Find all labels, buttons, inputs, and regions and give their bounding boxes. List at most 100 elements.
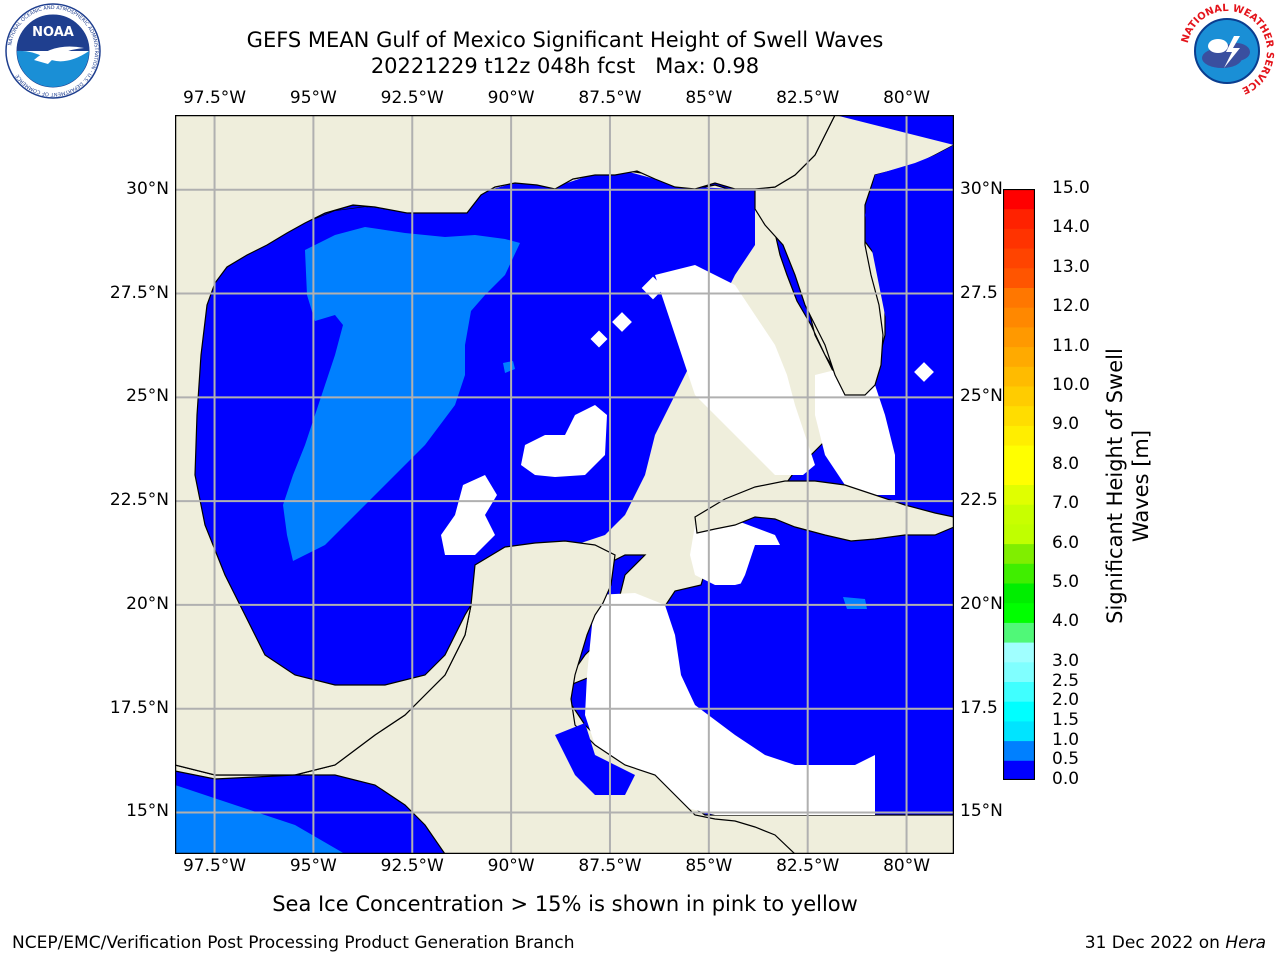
colorbar-tick-label: 14.0 <box>1052 217 1090 238</box>
lon-tick-label-bottom: 92.5°W <box>380 856 444 876</box>
pacific-water-mid-swell <box>175 785 345 854</box>
lat-tick-label-left: 20°N <box>126 593 169 614</box>
colorbar-segment <box>1003 464 1035 485</box>
lon-tick-label-top: 95°W <box>289 88 337 108</box>
map-title: GEFS MEAN Gulf of Mexico Significant Hei… <box>246 28 884 52</box>
colorbar-tick-label: 2.0 <box>1052 690 1080 711</box>
map-subtitle: 20221229 t12z 048h fcst Max: 0.98 <box>370 54 760 78</box>
no-data-area-yucatan-channel <box>441 475 497 555</box>
lat-tick-label-left: 30°N <box>126 178 169 199</box>
lon-tick-label-bottom: 82.5°W <box>776 856 840 876</box>
lon-tick-label-bottom: 87.5°W <box>578 856 642 876</box>
colorbar-segment <box>1003 523 1035 545</box>
footer-date-text: 31 Dec 2022 on <box>1084 933 1226 953</box>
colorbar-segment <box>1003 326 1035 348</box>
lat-tick-label-right: 25°N <box>960 386 1003 407</box>
colorbar-segment <box>1003 208 1035 229</box>
lon-tick-label-bottom: 97.5°W <box>182 856 247 876</box>
colorbar-tick-label: 8.0 <box>1052 453 1080 474</box>
no-data-area-caribbean <box>585 593 875 815</box>
colorbar-segment <box>1003 445 1035 466</box>
colorbar-tick-label: 7.0 <box>1052 493 1080 514</box>
colorbar-segment <box>1003 543 1035 564</box>
map-frame <box>175 115 954 854</box>
colorbar-tick-label: 4.0 <box>1052 611 1080 632</box>
colorbar-tick-label: 12.0 <box>1052 296 1090 317</box>
colorbar-tick-label: 1.0 <box>1052 729 1080 750</box>
colorbar-segment <box>1003 307 1035 328</box>
lon-tick-label-top: 87.5°W <box>578 88 642 108</box>
colorbar-segment <box>1003 386 1035 407</box>
colorbar-segment <box>1003 425 1035 446</box>
colorbar-title: Significant Height of Swell Waves [m] <box>1102 286 1154 686</box>
lat-tick-label-right: 27.5 <box>960 282 998 303</box>
colorbar-tick-label: 9.0 <box>1052 414 1080 435</box>
no-data-dot <box>914 362 934 382</box>
no-data-dot <box>590 330 608 348</box>
colorbar-tick-label: 10.0 <box>1052 375 1090 395</box>
colorbar-tick-label: 3.0 <box>1052 650 1080 671</box>
colorbar-tick-label: 6.0 <box>1052 532 1080 553</box>
colorbar-tick-label: 0.5 <box>1052 749 1080 770</box>
colorbar-tick-label: 13.0 <box>1052 256 1090 277</box>
lon-tick-label-top: 85°W <box>685 88 733 108</box>
lon-tick-label-top: 80°W <box>883 88 931 108</box>
colorbar-segment <box>1003 563 1035 584</box>
colorbar-segment <box>1003 583 1035 604</box>
colorbar-tick-label: 15.0 <box>1052 178 1090 198</box>
colorbar-segment <box>1003 701 1035 722</box>
lon-tick-label-top: 90°W <box>487 88 535 108</box>
colorbar <box>1003 189 1035 780</box>
lon-tick-label-top: 82.5°W <box>776 88 840 108</box>
colorbar-segment <box>1003 760 1035 780</box>
lat-tick-label-left: 17.5°N <box>109 697 169 718</box>
noaa-logo-text: NOAA <box>32 25 74 40</box>
lat-tick-label-right: 22.5 <box>960 490 998 511</box>
lat-tick-label-left: 22.5°N <box>109 490 169 511</box>
caribbean-water <box>735 545 954 725</box>
lon-tick-label-bottom: 95°W <box>289 856 337 876</box>
lon-tick-label-top: 97.5°W <box>182 88 247 108</box>
lon-tick-label-top: 92.5°W <box>380 88 444 108</box>
no-data-area-east <box>655 265 815 475</box>
lat-tick-label-right: 30°N <box>960 178 1003 199</box>
gulf-of-mexico-map <box>175 115 954 854</box>
lat-tick-label-left: 27.5°N <box>109 282 169 303</box>
colorbar-tick-label: 2.5 <box>1052 670 1080 691</box>
lat-tick-label-left: 15°N <box>126 801 169 822</box>
footer-credit: NCEP/EMC/Verification Post Processing Pr… <box>12 933 575 953</box>
sea-ice-note: Sea Ice Concentration > 15% is shown in … <box>272 892 858 916</box>
colorbar-segment <box>1003 504 1035 525</box>
atlantic-water <box>835 115 954 355</box>
footer-date: 31 Dec 2022 on Hera <box>1085 933 1266 953</box>
colorbar-segment <box>1003 622 1035 643</box>
colorbar-segment <box>1003 287 1035 308</box>
colorbar-segment <box>1003 681 1035 702</box>
colorbar-segment <box>1003 484 1035 505</box>
cuba-land <box>694 480 954 542</box>
map-gridlines <box>175 115 954 854</box>
gulf-water-mid-swell <box>283 227 520 561</box>
lat-tick-label-right: 15°N <box>960 801 1003 822</box>
colorbar-title-line2: Waves [m] <box>1129 429 1153 543</box>
colorbar-segment <box>1003 366 1035 387</box>
no-data-area-central <box>521 405 607 477</box>
caribbean-south-water <box>555 723 635 795</box>
lat-tick-label-right: 17.5 <box>960 697 998 718</box>
lon-tick-label-bottom: 90°W <box>487 856 535 876</box>
lat-tick-label-left: 25°N <box>126 386 169 407</box>
colorbar-tick-label: 1.5 <box>1052 709 1080 730</box>
colorbar-segment <box>1003 642 1035 663</box>
lat-tick-label-right: 20°N <box>960 593 1003 614</box>
colorbar-segment <box>1003 228 1035 249</box>
no-data-dot <box>612 312 632 332</box>
lon-tick-label-bottom: 80°W <box>883 856 931 876</box>
colorbar-segment <box>1003 405 1035 426</box>
colorbar-segment <box>1003 248 1035 269</box>
noaa-logo-icon: NOAA NATIONAL OCEANIC AND ATMOSPHERIC AD… <box>4 2 102 100</box>
footer-host: Hera <box>1225 933 1266 953</box>
colorbar-segment <box>1003 189 1035 210</box>
colorbar-segment <box>1003 720 1035 742</box>
national-weather-service-logo-icon: NATIONAL WEATHER SERVICE <box>1178 2 1276 100</box>
colorbar-title-line1: Significant Height of Swell <box>1103 348 1127 624</box>
